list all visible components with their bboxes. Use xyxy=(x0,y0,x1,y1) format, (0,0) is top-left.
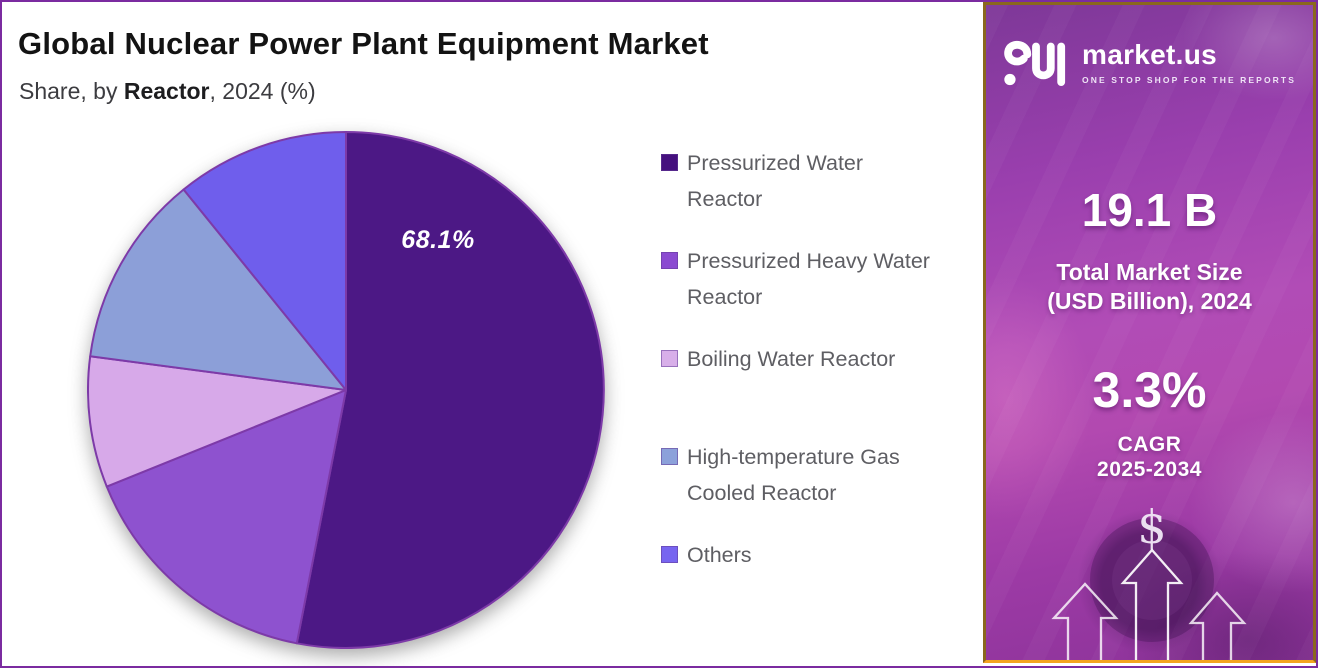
up-arrow-icon xyxy=(1051,582,1119,660)
legend-label: Pressurized Water Reactor xyxy=(687,151,864,211)
cagr-label: CAGR xyxy=(1117,433,1182,456)
pie-slice[interactable] xyxy=(87,355,347,488)
legend-swatch-icon xyxy=(661,350,678,367)
total-market-size-sublabel: (USD Billion), 2024 xyxy=(1047,288,1252,314)
pie-slice[interactable] xyxy=(105,389,347,645)
legend-item[interactable]: Pressurized Heavy Water Reactor xyxy=(661,243,971,341)
legend-swatch-icon xyxy=(661,546,678,563)
brand-name: market.us xyxy=(1082,39,1218,70)
legend-label: Others xyxy=(687,543,752,567)
legend-label: High-temperature Gas Cooled Reactor xyxy=(687,445,900,505)
brand-tagline: ONE STOP SHOP FOR THE REPORTS xyxy=(1082,75,1296,85)
legend-item[interactable]: Others xyxy=(661,537,971,573)
legend-label: Pressurized Heavy Water Reactor xyxy=(687,249,930,309)
legend-item[interactable]: Boiling Water Reactor xyxy=(661,341,971,439)
total-market-size-label: Total Market Size xyxy=(1056,259,1243,285)
growth-arrows-graphic: $ xyxy=(1051,500,1247,660)
cagr-years: 2025-2034 xyxy=(1097,458,1202,481)
page-title: Global Nuclear Power Plant Equipment Mar… xyxy=(18,26,709,61)
panel-background-streaks xyxy=(986,5,1313,660)
pie-svg xyxy=(87,131,605,649)
legend-item[interactable]: Pressurized Water Reactor xyxy=(661,145,971,243)
legend-swatch-icon xyxy=(661,154,678,171)
legend-swatch-icon xyxy=(661,252,678,269)
pie-value-label: 68.1% xyxy=(401,226,475,254)
subtitle-suffix: , 2024 (%) xyxy=(209,78,316,104)
pie-slice[interactable] xyxy=(89,188,347,391)
chart-subtitle: Share, by Reactor, 2024 (%) xyxy=(19,78,316,105)
subtitle-emphasis: Reactor xyxy=(123,78,210,104)
dollar-icon: $ xyxy=(1137,500,1166,554)
panel-background xyxy=(986,5,1313,660)
total-market-size-value: 19.1 B xyxy=(1081,184,1218,236)
up-arrow-icon xyxy=(1188,591,1247,660)
pie-chart: 68.1% xyxy=(66,110,626,666)
pie-slice[interactable] xyxy=(295,131,605,649)
subtitle-prefix: Share, by xyxy=(19,78,124,104)
up-arrow-icon xyxy=(1120,548,1184,660)
brand-logo: market.us ONE STOP SHOP FOR THE REPORTS xyxy=(986,33,1313,93)
legend-label: Boiling Water Reactor xyxy=(687,347,896,371)
cagr-value: 3.3% xyxy=(1092,362,1207,418)
pie-slice[interactable] xyxy=(182,131,347,391)
legend: Pressurized Water Reactor Pressurized Hea… xyxy=(661,145,971,573)
marketus-logo-icon xyxy=(1004,40,1066,87)
legend-swatch-icon xyxy=(661,448,678,465)
legend-item[interactable]: High-temperature Gas Cooled Reactor xyxy=(661,439,971,537)
brand-panel: market.us ONE STOP SHOP FOR THE REPORTS … xyxy=(983,2,1316,663)
